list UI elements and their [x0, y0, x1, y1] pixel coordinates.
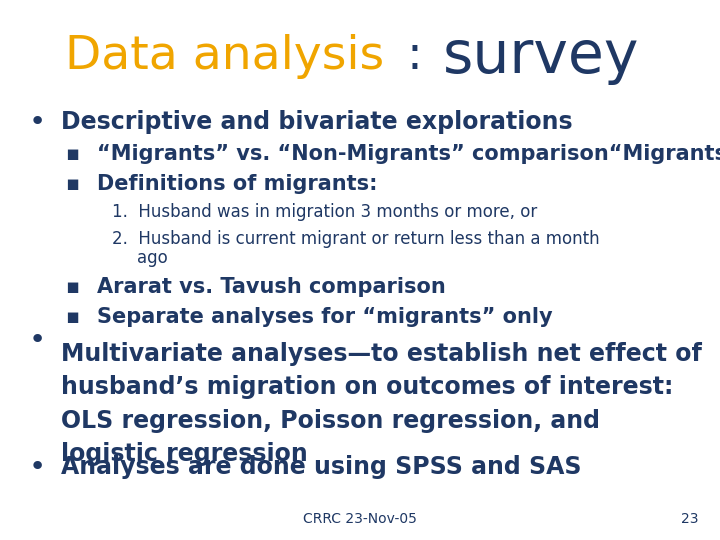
Text: Data analysis: Data analysis [65, 34, 384, 79]
Text: Separate analyses for “migrants” only: Separate analyses for “migrants” only [97, 307, 553, 327]
Text: ago: ago [137, 249, 168, 267]
Text: •: • [29, 326, 46, 354]
Text: ▪: ▪ [65, 307, 79, 327]
Text: Multivariate analyses—to establish net effect of: Multivariate analyses—to establish net e… [61, 342, 702, 366]
Text: ▪: ▪ [65, 144, 79, 164]
Text: Ararat vs. Tavush comparison: Ararat vs. Tavush comparison [97, 277, 446, 298]
Text: •: • [29, 453, 46, 481]
Text: Analyses are done using SPSS and SAS: Analyses are done using SPSS and SAS [61, 455, 582, 479]
Text: “Migrants” vs. “Non-Migrants” comparison“Migrants”:: “Migrants” vs. “Non-Migrants” comparison… [97, 144, 720, 164]
Text: 2.  Husband is current migrant or return less than a month: 2. Husband is current migrant or return … [112, 230, 599, 248]
Text: Descriptive and bivariate explorations: Descriptive and bivariate explorations [61, 110, 573, 133]
Text: ▪: ▪ [65, 277, 79, 298]
Text: OLS regression, Poisson regression, and: OLS regression, Poisson regression, and [61, 409, 600, 433]
Text: :: : [407, 34, 438, 79]
Text: husband’s migration on outcomes of interest:: husband’s migration on outcomes of inter… [61, 375, 674, 399]
Text: CRRC 23-Nov-05: CRRC 23-Nov-05 [303, 512, 417, 526]
Text: 23: 23 [681, 512, 698, 526]
Text: logistic regression: logistic regression [61, 442, 308, 466]
Text: •: • [29, 107, 46, 136]
Text: ▪: ▪ [65, 173, 79, 194]
Text: survey: survey [443, 28, 639, 85]
Text: Definitions of migrants:: Definitions of migrants: [97, 173, 378, 194]
Text: 1.  Husband was in migration 3 months or more, or: 1. Husband was in migration 3 months or … [112, 203, 537, 221]
